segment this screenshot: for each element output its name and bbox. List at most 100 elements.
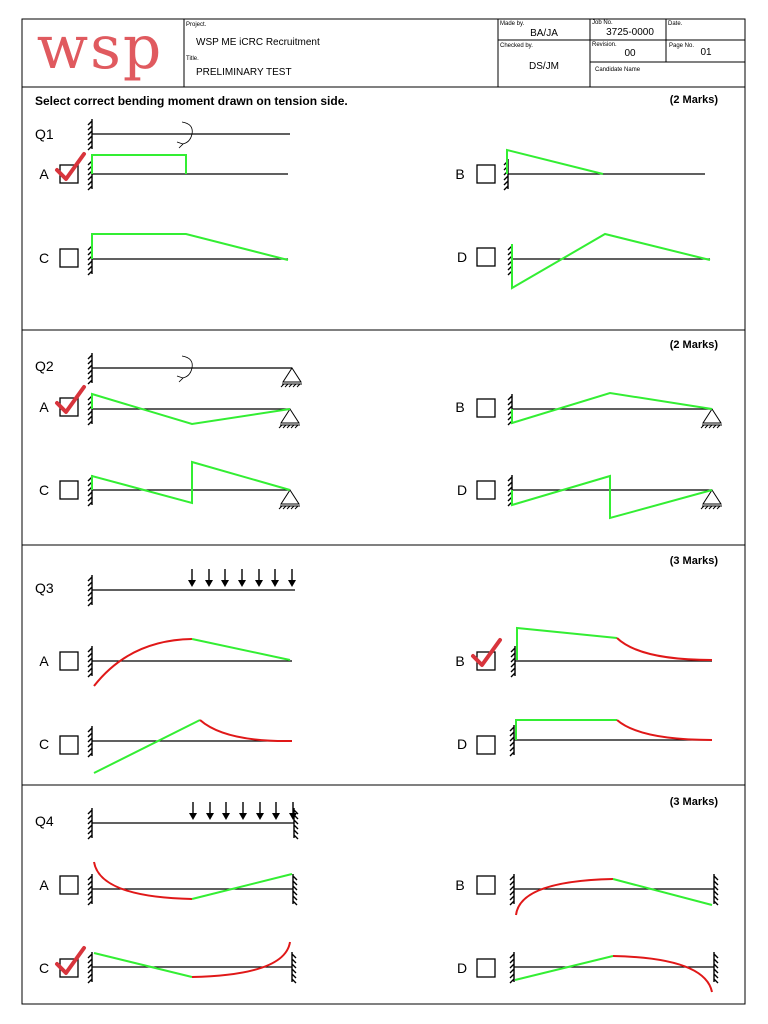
moment-diagram-curve [199,719,293,743]
option-label: C [39,250,49,266]
job-no-label: Job No. [592,20,613,26]
distributed-load [187,568,297,588]
checkbox[interactable] [59,480,79,500]
moment-diagram [91,233,289,261]
fixed-support [293,807,299,840]
checkbox[interactable] [59,735,79,755]
moment-diagram [511,474,713,520]
fixed-support [509,951,515,984]
moment [176,355,193,383]
revision-label: Revision. [592,42,617,48]
check-mark [55,385,86,414]
pin-support [700,408,723,429]
moment-diagram-curve [191,941,291,978]
fixed-support [509,724,515,757]
moment-diagram-curve [612,955,713,993]
checkbox[interactable] [59,875,79,895]
page-border [21,18,746,1005]
checkbox[interactable] [476,875,496,895]
moment-diagram [511,391,713,425]
project: WSP ME iCRC Recruitment [196,37,320,48]
pin-support [280,367,303,388]
check-mark [471,638,502,667]
marks: (3 Marks) [670,796,719,808]
moment-diagram-curve [93,861,193,900]
option-label: D [457,960,467,976]
checkbox[interactable] [476,247,496,267]
pin-support [278,408,301,429]
check-mark [55,152,86,181]
option-label: C [39,736,49,752]
fixed-support [292,873,298,906]
option-label: A [39,399,49,415]
candidate-name-label: Candidate Name [595,67,641,73]
question-2: (2 Marks) Q2 A B C D [35,339,723,520]
option-label: A [39,166,49,182]
distributed-load [188,801,298,821]
checkbox[interactable] [476,958,496,978]
moment-diagram-curve [93,638,193,687]
option-label: A [39,653,49,669]
fixed-support [713,951,719,984]
option-label: C [39,482,49,498]
question-label: Q2 [35,358,54,374]
marks: (2 Marks) [670,94,719,106]
moment-diagram-curve [616,719,713,741]
instruction: Select correct bending moment drawn on t… [35,94,348,108]
title: PRELIMINARY TEST [196,67,292,78]
moment-diagram-curve [515,878,614,916]
fixed-support [87,873,93,906]
option-label: D [457,249,467,265]
page-no: 01 [700,47,712,58]
made-by: BA/JA [530,28,558,39]
moment-diagram [516,626,618,660]
option-label: C [39,960,49,976]
question-4: (3 Marks) Q4 A B C D [35,796,719,993]
checkbox[interactable] [476,480,496,500]
moment-diagram [511,232,711,290]
question-label: Q3 [35,580,54,596]
moment-diagram [515,719,617,740]
fixed-support [87,725,93,758]
revision: 00 [624,48,636,59]
grid-lines [22,19,745,786]
question-1: (2 Marks) Q1 A B C D [35,94,719,290]
moment-diagram [506,148,604,175]
moment-diagram [191,638,291,661]
made-by-label: Made by. [500,21,525,27]
checkbox[interactable] [476,398,496,418]
option-label: D [457,482,467,498]
checkbox[interactable] [59,248,79,268]
checkbox[interactable] [59,651,79,671]
moment-diagram [93,719,201,774]
fixed-support [510,645,516,678]
option-label: B [455,653,464,669]
fixed-support [509,873,515,906]
fixed-support [291,951,297,984]
marks: (2 Marks) [670,339,719,351]
option-label: B [455,877,464,893]
pin-support [278,489,301,510]
title-label: Title. [186,56,199,62]
checkbox[interactable] [476,735,496,755]
job-no: 3725-0000 [606,27,654,38]
marks: (3 Marks) [670,555,719,567]
moment-diagram-curve [616,637,713,661]
fixed-support [87,951,93,984]
option-label: B [455,399,464,415]
moment-diagram [514,955,614,981]
checked-by-label: Checked by. [500,43,533,49]
moment-diagram [91,154,187,174]
fixed-support [713,873,719,906]
question-3: (3 Marks) Q3 A B C D [35,555,719,774]
option-label: B [455,166,464,182]
checkbox[interactable] [476,164,496,184]
check-mark [55,946,86,975]
moment-diagram [91,392,291,426]
page-no-label: Page No. [669,43,694,49]
date-label: Date. [668,21,683,27]
fixed-support [87,645,93,678]
moment [176,121,193,149]
